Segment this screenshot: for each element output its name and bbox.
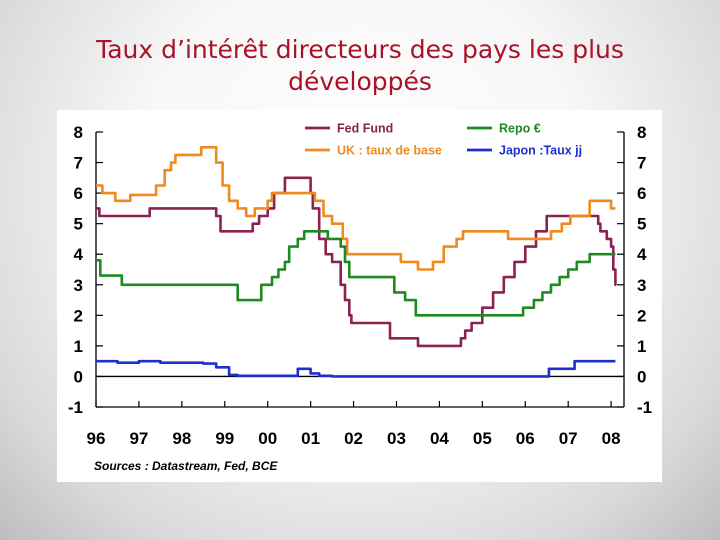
y-tick-label-left: 7	[74, 154, 83, 173]
axes: -1 -10 01 12 23 34 45 56 67 78 896 97 98 99 00 01 02 03 04…	[68, 123, 652, 448]
x-tick-label: 02	[344, 429, 363, 448]
y-tick-label-left: 1	[74, 337, 83, 356]
y-tick-label-right: 0	[637, 367, 646, 386]
y-tick-label-right: 7	[637, 154, 646, 173]
x-tick-label: 99	[215, 429, 234, 448]
y-tick-label-right: 2	[637, 306, 646, 325]
y-tick-label-right: 5	[637, 215, 646, 234]
legend-label: Repo €	[499, 122, 541, 136]
source-note: Sources : Datastream, Fed, BCE	[94, 459, 278, 473]
slide-title-line2: développés	[288, 67, 432, 96]
y-tick-label-left: 2	[74, 306, 83, 325]
x-tick-label: 06	[516, 429, 535, 448]
slide-title: Taux d’intérêt directeurs des pays les p…	[60, 34, 660, 98]
y-tick-label-left: 8	[74, 123, 83, 142]
y-tick-label-left: 0	[74, 367, 83, 386]
y-tick-label-left: 4	[74, 245, 84, 264]
y-tick-label-left: 3	[74, 276, 83, 295]
x-tick-label: 97	[129, 429, 148, 448]
legend: Fed Fund UK : taux de base Repo € Japon :Ta…	[305, 122, 582, 158]
series-lines	[96, 146, 617, 378]
y-tick-label-right: 4	[637, 245, 647, 264]
y-tick-label-right: 1	[637, 337, 646, 356]
y-tick-label-left: 6	[74, 184, 83, 203]
y-tick-label-right: 3	[637, 276, 646, 295]
x-tick-label: 00	[258, 429, 277, 448]
slide-title-line1: Taux d’intérêt directeurs des pays les p…	[96, 35, 624, 64]
series-line-uk-taux-de-base	[96, 146, 616, 271]
y-tick-label-right: -1	[637, 398, 652, 417]
interest-rate-chart: -1 -10 01 12 23 34 45 56 67 78 896 97 98 99 00 01 02 03 04…	[68, 122, 652, 474]
y-tick-label-left: -1	[68, 398, 83, 417]
x-tick-label: 08	[602, 429, 621, 448]
x-tick-label: 01	[301, 429, 320, 448]
x-tick-label: 05	[473, 429, 492, 448]
x-tick-label: 98	[172, 429, 191, 448]
chart-panel: -1 -1 0 0 1 1 2 2 3 3 4 4 5 5 6 6 7 7 8 8 96 97 98 99 00 01 02 03 04…	[57, 110, 662, 482]
series-line-japon-taux-jj	[96, 359, 616, 378]
legend-label: Fed Fund	[337, 122, 393, 136]
y-tick-label-right: 8	[637, 123, 646, 142]
series-line-fed-fund	[96, 176, 617, 348]
x-tick-label: 96	[87, 429, 106, 448]
x-tick-label: 04	[430, 429, 449, 448]
x-tick-label: 07	[559, 429, 578, 448]
series-line-repo	[96, 230, 616, 317]
y-tick-label-left: 5	[74, 215, 83, 234]
y-tick-label-right: 6	[637, 184, 646, 203]
legend-label: UK : taux de base	[337, 144, 442, 158]
x-tick-label: 03	[387, 429, 406, 448]
legend-label: Japon :Taux jj	[499, 144, 582, 158]
